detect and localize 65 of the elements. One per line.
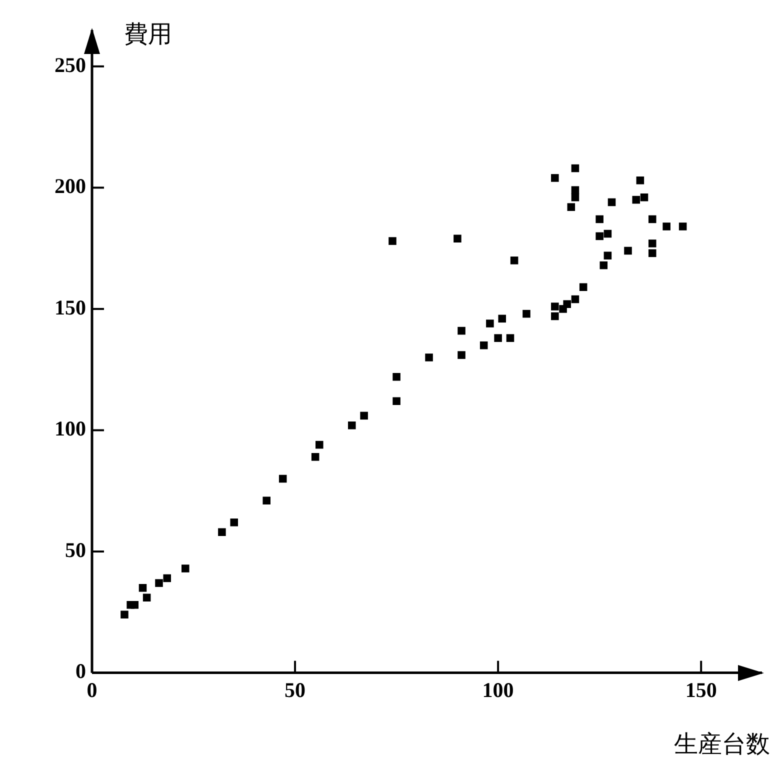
point: [120, 610, 128, 618]
point: [425, 354, 433, 362]
point: [640, 193, 648, 202]
point: [579, 283, 588, 292]
x-axis-title: 生産台数: [674, 729, 770, 760]
point: [596, 215, 604, 224]
point: [648, 249, 656, 258]
point: [506, 334, 514, 342]
point: [360, 412, 368, 420]
point: [604, 230, 612, 238]
point: [480, 341, 488, 350]
point: [262, 496, 270, 504]
point: [348, 421, 356, 430]
point: [494, 334, 502, 342]
point: [648, 240, 656, 248]
point: [604, 252, 612, 260]
point: [571, 164, 580, 172]
x-tick-label: 50: [284, 678, 306, 702]
point: [316, 440, 324, 449]
point: [563, 300, 571, 308]
point: [278, 474, 287, 483]
y-tick-label: 250: [54, 52, 86, 77]
point: [567, 203, 576, 211]
point: [392, 397, 400, 406]
point: [571, 295, 580, 304]
point: [458, 326, 466, 335]
point: [218, 528, 226, 536]
point: [163, 574, 172, 582]
point: [678, 222, 687, 230]
point: [551, 174, 559, 182]
point: [608, 198, 616, 206]
point: [636, 176, 644, 184]
point: [454, 234, 462, 242]
point: [510, 256, 518, 264]
point: [551, 312, 559, 320]
y-tick-label: 0: [76, 659, 86, 684]
point: [138, 584, 147, 592]
point: [155, 579, 163, 587]
point: [498, 314, 506, 323]
y-tick-label: 50: [65, 538, 86, 562]
point: [458, 351, 466, 359]
point: [311, 453, 320, 461]
y-tick-label: 150: [54, 295, 86, 320]
point: [230, 518, 238, 526]
y-axis-title: 費用: [124, 19, 172, 50]
y-tick-label: 100: [54, 416, 86, 441]
point: [648, 215, 656, 224]
point: [388, 237, 396, 245]
point: [624, 246, 632, 255]
point: [182, 564, 190, 572]
point: [130, 600, 139, 609]
x-tick-label: 150: [685, 678, 717, 702]
point: [600, 261, 608, 270]
point: [571, 193, 580, 202]
point: [551, 302, 559, 310]
point: [596, 232, 604, 240]
x-tick-label: 100: [482, 678, 514, 702]
point: [392, 372, 400, 381]
point: [632, 196, 640, 204]
point: [662, 222, 670, 230]
point: [142, 594, 151, 602]
point: [486, 320, 494, 328]
point: [571, 186, 580, 194]
y-tick-label: 200: [54, 174, 86, 198]
point: [522, 310, 530, 318]
